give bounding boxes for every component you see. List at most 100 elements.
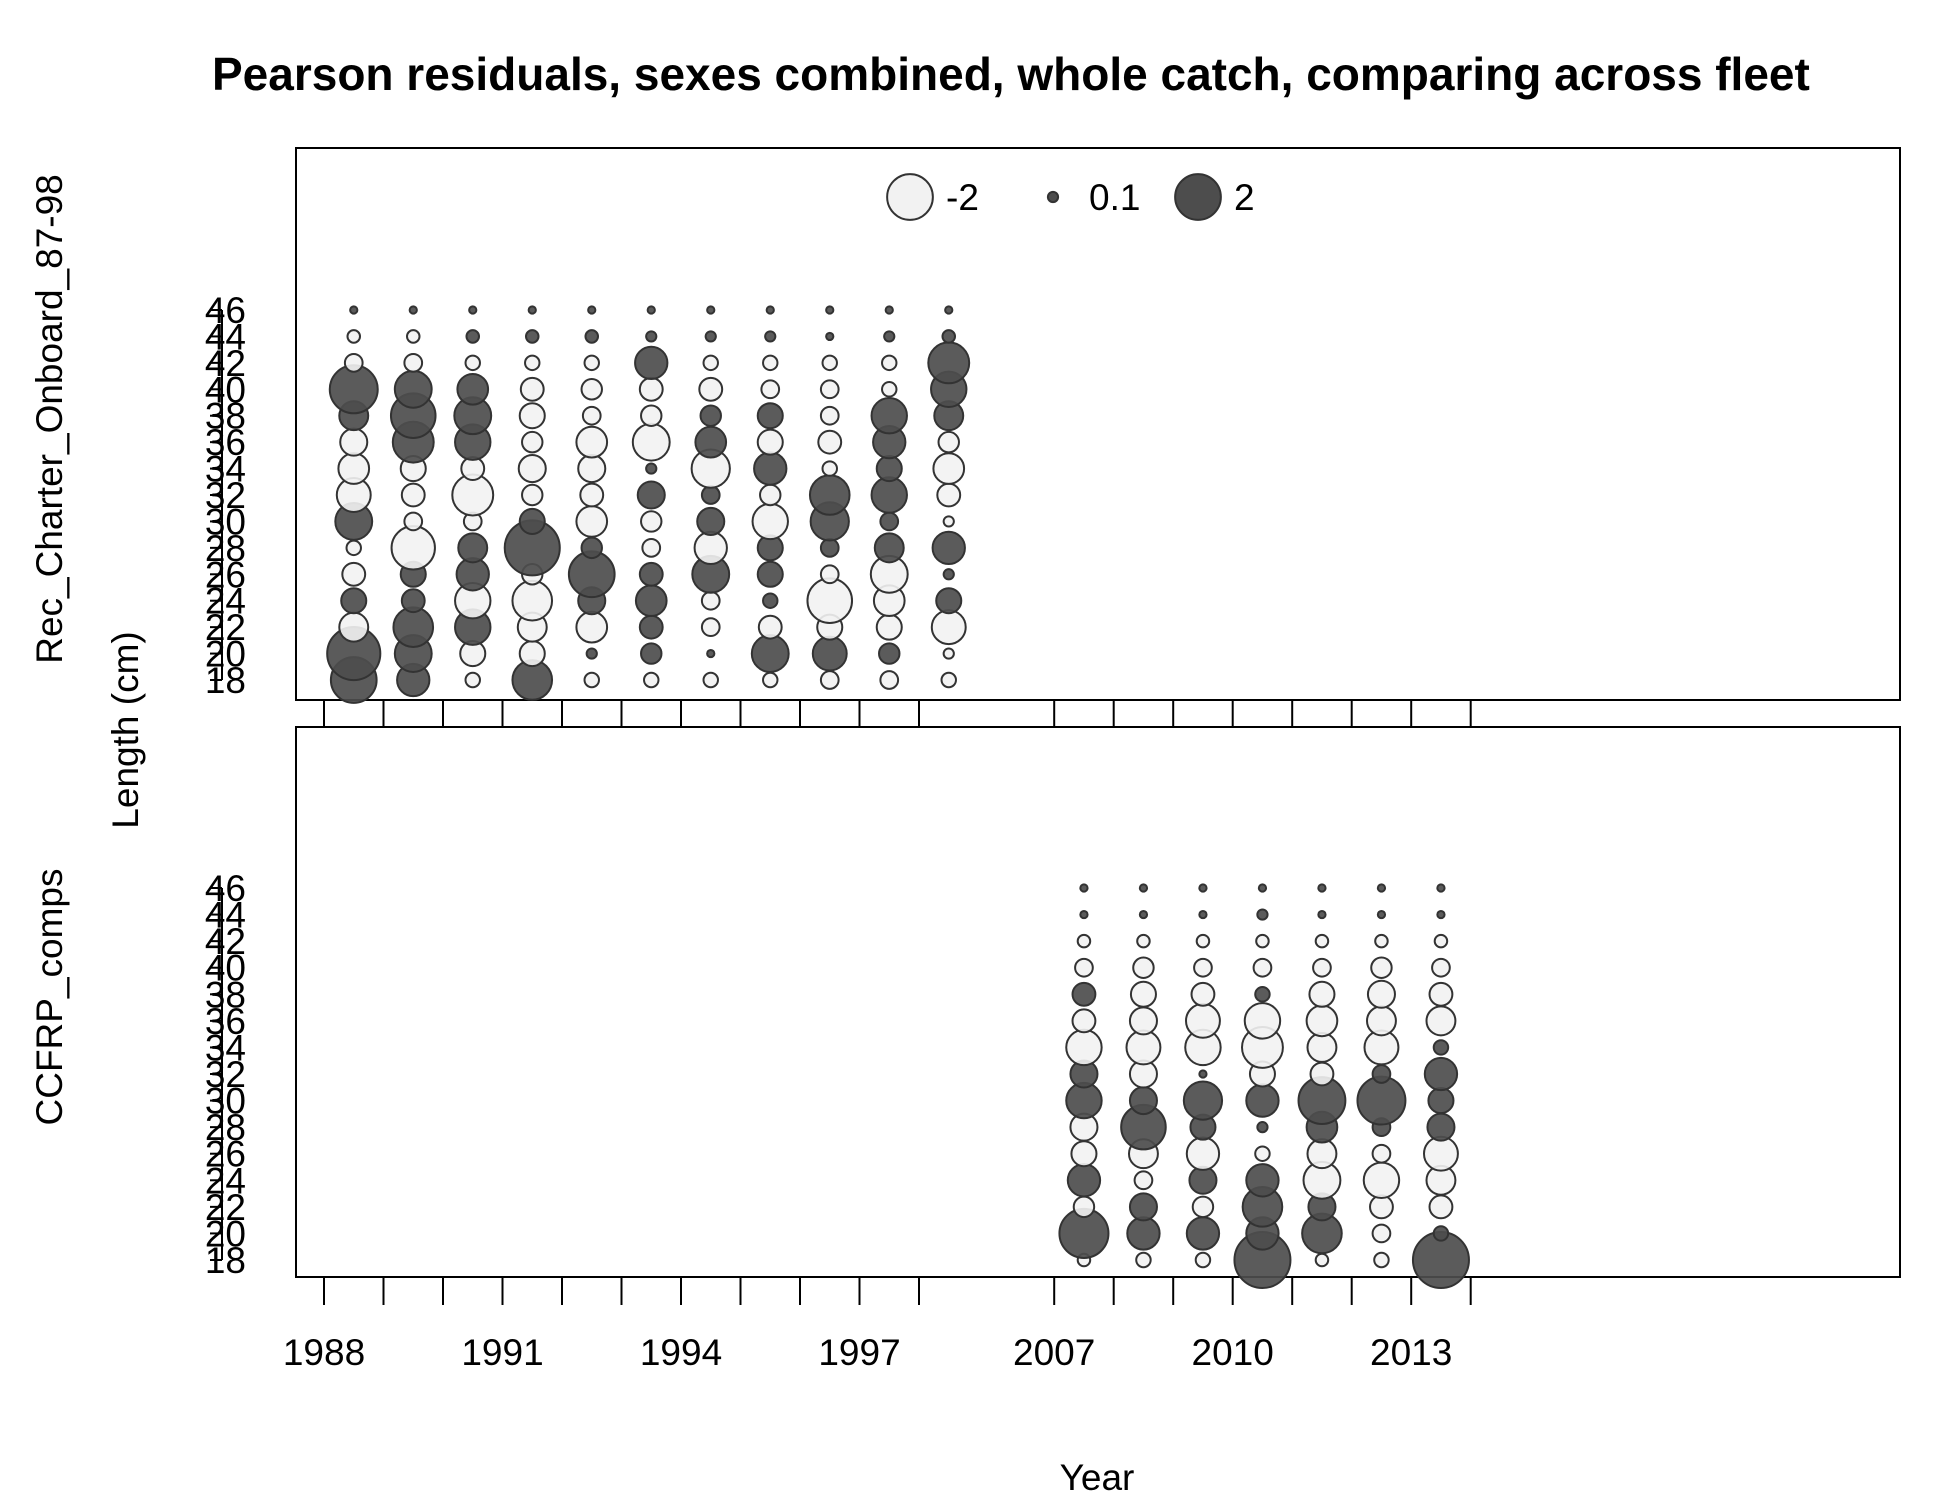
residual-bubble (811, 635, 848, 672)
residual-bubble (1129, 980, 1157, 1008)
legend-label: -2 (946, 177, 979, 218)
residual-bubble (762, 592, 779, 609)
residual-bubble (1314, 933, 1330, 949)
residual-bubble (1133, 1170, 1154, 1191)
y-tick-label: 40 (205, 369, 246, 410)
y-tick-label: 24 (205, 1160, 246, 1201)
y-tick-label: 38 (205, 396, 246, 437)
residual-bubble (1257, 883, 1268, 893)
residual-bubble (1135, 1251, 1152, 1269)
y-tick-label: 30 (205, 501, 246, 542)
residual-bubble (575, 425, 609, 459)
residual-bubble (759, 483, 782, 507)
residual-bubble (583, 354, 600, 372)
residual-bubble (821, 460, 838, 477)
y-tick-label: 46 (205, 868, 246, 909)
residual-bubble (341, 561, 367, 587)
residual-bubble (935, 587, 963, 615)
residual-bubble (1426, 1112, 1456, 1142)
residual-bubble (1423, 1056, 1459, 1092)
residual-bubble (1185, 1136, 1221, 1171)
x-tick-label: 2007 (1013, 1332, 1095, 1373)
residual-bubble (339, 427, 369, 457)
residual-bubble (1243, 1002, 1282, 1040)
residual-bubble (349, 305, 359, 315)
residual-bubble (753, 451, 788, 486)
residual-bubble (702, 671, 719, 689)
x-tick-label: 2013 (1370, 1332, 1452, 1373)
residual-bubble (878, 642, 901, 665)
residual-bubble (583, 671, 600, 689)
y-tick-label: 26 (205, 554, 246, 595)
residual-bubble (932, 452, 966, 485)
y-tick-label: 24 (205, 581, 246, 622)
residual-bubble (1193, 957, 1213, 978)
residual-bubble (821, 354, 838, 372)
residual-bubble (699, 404, 722, 427)
residual-bubble (1125, 1029, 1162, 1066)
residual-bubble (825, 305, 835, 315)
residual-bubble (1185, 1216, 1221, 1251)
residual-bubble (1371, 1143, 1392, 1164)
residual-bubble (1191, 1195, 1215, 1219)
residual-bubble (581, 405, 602, 426)
panel-label: Rec_Charter_Onboard_87-98 (29, 174, 70, 664)
panel-frame (295, 726, 1901, 1278)
residual-bubble (1431, 957, 1451, 978)
residual-bubble (338, 611, 370, 643)
residual-bubble (1436, 909, 1446, 920)
y-tick-label: 44 (205, 895, 246, 936)
panel-frame (295, 147, 1901, 701)
residual-bubble (1308, 980, 1336, 1008)
residual-bubble (760, 379, 781, 400)
residual-bubble (762, 671, 779, 689)
y-tick-label: 18 (205, 1240, 246, 1281)
residual-bubble (1245, 1083, 1280, 1118)
residual-bubble (408, 305, 418, 315)
x-tick-label: 1991 (461, 1332, 543, 1373)
residual-bubble (1374, 933, 1389, 949)
y-tick-label: 18 (205, 660, 246, 701)
residual-bubble (1309, 1061, 1335, 1087)
residual-bubble (1190, 981, 1216, 1007)
residual-bubble (1128, 1006, 1158, 1036)
residual-bubble (1184, 1002, 1221, 1039)
x-tick-label: 1988 (283, 1332, 365, 1373)
residual-bubble (1370, 956, 1393, 979)
residual-bubble (634, 584, 668, 618)
residual-bubble (1132, 956, 1155, 979)
residual-bubble (1065, 1028, 1103, 1067)
residual-bubble (1252, 957, 1273, 978)
y-tick-label: 22 (205, 607, 246, 648)
residual-bubble (403, 353, 424, 373)
residual-bubble (931, 530, 966, 566)
residual-bubble (638, 561, 664, 587)
residual-bubble (640, 404, 663, 427)
x-tick-label: 1994 (640, 1332, 722, 1373)
residual-bubble (1138, 883, 1149, 893)
residual-bubble (1066, 1163, 1102, 1198)
residual-bubble (825, 331, 835, 342)
residual-bubble (1256, 1121, 1269, 1134)
x-axis: 1988 1991 1994 1997 2007 2010 2013 (283, 700, 1472, 1373)
residual-bubble (400, 482, 426, 508)
residual-bubble (1305, 1004, 1339, 1038)
residual-bubble (403, 511, 424, 532)
residual-bubble (817, 429, 843, 455)
residual-bubble (942, 647, 955, 660)
residual-bubble (1245, 1163, 1280, 1198)
residual-bubble (1138, 909, 1149, 920)
residual-bubble (879, 511, 900, 532)
residual-bubble (1422, 1135, 1459, 1172)
y-tick-label: 30 (205, 1081, 246, 1122)
residual-bubble (643, 671, 660, 689)
residual-bubble (587, 305, 597, 315)
residual-bubble (457, 532, 489, 564)
residual-bubble (511, 579, 554, 622)
residual-bubble (750, 634, 790, 674)
y-tick-label: 38 (205, 974, 246, 1015)
residual-bubble (580, 536, 603, 560)
residual-bubble (1376, 909, 1387, 920)
residual-bubble (584, 329, 600, 344)
